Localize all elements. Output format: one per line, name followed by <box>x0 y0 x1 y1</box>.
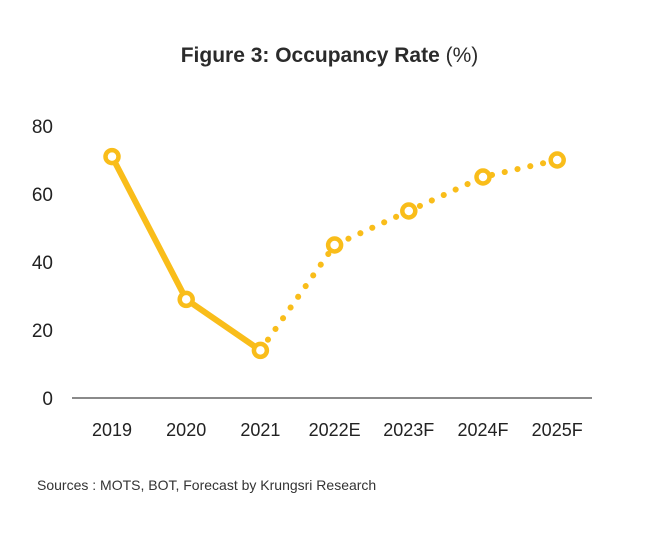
y-tick-label: 60 <box>32 185 53 206</box>
chart-title-unit: (%) <box>445 44 479 67</box>
x-tick-label: 2023F <box>383 420 434 440</box>
x-tick-label: 2024F <box>457 420 508 440</box>
x-tick-label: 2021 <box>240 420 280 440</box>
data-point-marker <box>400 202 418 220</box>
source-note: Sources : MOTS, BOT, Forecast by Krungsr… <box>37 477 377 493</box>
data-point-marker <box>474 168 492 186</box>
chart-title-main: Figure 3: Occupancy Rate <box>180 44 440 67</box>
data-point-marker <box>103 147 121 166</box>
x-tick-label: 2025F <box>532 420 583 440</box>
data-point-marker <box>548 151 566 169</box>
x-tick-label: 2019 <box>92 420 132 440</box>
data-point-marker <box>325 236 344 254</box>
y-tick-label: 20 <box>32 321 53 342</box>
y-tick-label: 0 <box>42 389 53 410</box>
chart-title: Figure 3: Occupancy Rate (%) <box>0 44 659 68</box>
data-point-marker <box>251 341 270 360</box>
series-line-solid <box>109 153 264 354</box>
data-point-marker <box>177 290 195 309</box>
series-line-dotted <box>257 157 561 354</box>
x-tick-label: 2022E <box>309 420 361 440</box>
y-tick-label: 80 <box>32 117 53 138</box>
y-tick-label: 40 <box>32 253 53 274</box>
x-tick-label: 2020 <box>166 420 206 440</box>
